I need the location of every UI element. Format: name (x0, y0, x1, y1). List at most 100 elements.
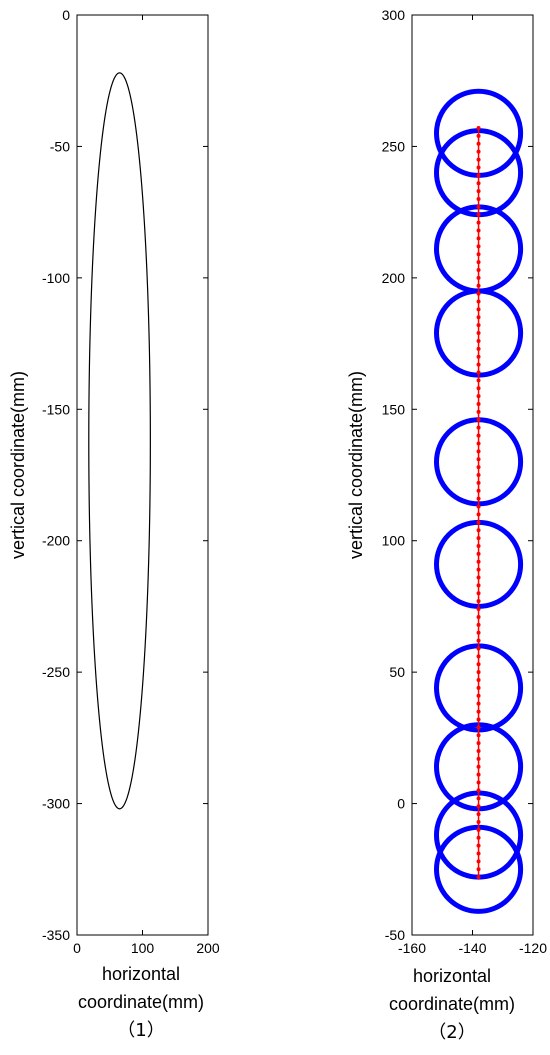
y-tick-label: 0 (397, 796, 405, 812)
plot-area-1 (76, 14, 209, 936)
data-point (476, 717, 481, 722)
data-point (476, 212, 481, 217)
data-point (476, 488, 481, 493)
data-point (476, 315, 481, 320)
x-tick-label: -160 (398, 940, 426, 956)
data-point (476, 701, 481, 706)
data-point (476, 725, 481, 730)
panel-label-2: （2） (428, 1022, 475, 1043)
data-point (476, 197, 481, 201)
y-tick-label: -150 (42, 401, 70, 417)
data-point (476, 693, 481, 698)
data-point (476, 409, 481, 414)
data-point (476, 220, 481, 225)
data-point (476, 252, 481, 257)
data-point (476, 402, 481, 407)
data-point (476, 536, 481, 541)
x-tick-label: 100 (131, 940, 155, 956)
data-point (476, 291, 481, 296)
data-point (476, 559, 481, 564)
x-axis-title-2-line1: horizontal (413, 966, 491, 986)
data-point (476, 622, 481, 627)
data-point (476, 670, 481, 675)
y-tick-label: -200 (42, 533, 70, 549)
data-point (476, 599, 481, 604)
data-point (476, 772, 481, 777)
data-point (476, 827, 481, 832)
axis-ticks-2: 300 250 200 150 100 50 0 -50-160 -140 -120 (382, 7, 548, 956)
data-point (476, 126, 481, 131)
data-point (476, 457, 481, 462)
y-tick-label: 250 (382, 138, 406, 154)
data-point (476, 260, 481, 265)
y-tick-label: -50 (385, 927, 405, 943)
plot-area-2 (411, 14, 534, 936)
data-point (476, 473, 481, 477)
x-axis-title-1-line1: horizontal (102, 964, 180, 984)
data-point (476, 875, 481, 880)
data-point (476, 394, 481, 399)
x-tick-label: 0 (73, 940, 81, 956)
data-point (476, 133, 481, 138)
data-point (476, 512, 481, 517)
data-point (476, 346, 481, 351)
data-point (476, 441, 481, 446)
data-point (476, 236, 481, 241)
data-point (476, 638, 481, 643)
data-point (476, 165, 481, 170)
data-point (476, 323, 481, 328)
data-point (476, 859, 481, 864)
x-tick-label: -120 (519, 940, 547, 956)
data-point (476, 851, 481, 856)
data-point (476, 812, 481, 817)
data-point (476, 354, 481, 359)
data-point (476, 417, 481, 422)
y-tick-label: 0 (62, 7, 70, 23)
data-point (476, 244, 481, 249)
data-point (476, 149, 481, 154)
y-tick-label: 100 (382, 533, 406, 549)
data-point (476, 449, 481, 454)
data-point (476, 433, 481, 438)
data-point (476, 386, 481, 391)
data-point (476, 181, 481, 186)
y-tick-label: 150 (382, 401, 406, 417)
data-point (476, 733, 481, 738)
data-point (476, 756, 481, 761)
data-point (476, 835, 481, 840)
data-point (476, 307, 481, 312)
data-point (476, 741, 481, 746)
data-point (476, 804, 481, 809)
y-tick-label: -250 (42, 664, 70, 680)
data-point (476, 796, 481, 801)
chart-panel-2: 300 250 200 150 100 50 0 -50-160 -140 -120 vertic… (346, 7, 547, 1043)
data-point (476, 157, 481, 162)
data-point (476, 662, 481, 667)
y-axis-title-1: vertical coordinate(mm) (8, 371, 28, 559)
data-point (476, 204, 481, 209)
x-axis-title-2-line2: coordinate(mm) (389, 994, 515, 1014)
data-point (476, 575, 481, 580)
x-tick-label: -140 (458, 940, 486, 956)
data-point (476, 189, 481, 194)
y-tick-label: 200 (382, 270, 406, 286)
data-point (476, 819, 481, 824)
data-point (476, 267, 481, 272)
data-point (476, 283, 481, 288)
y-tick-label: 50 (389, 664, 405, 680)
data-point (476, 764, 481, 769)
ellipse-outline (88, 72, 151, 810)
data-point (476, 173, 481, 178)
data-point (476, 591, 481, 596)
data-point (476, 780, 481, 785)
data-point (476, 520, 481, 525)
data-point (476, 583, 481, 588)
x-tick-label: 200 (196, 940, 220, 956)
data-point (476, 654, 481, 659)
data-point (476, 480, 481, 485)
data-point (476, 425, 481, 430)
data-point (476, 141, 481, 146)
x-axis-title-1-line2: coordinate(mm) (78, 992, 204, 1012)
